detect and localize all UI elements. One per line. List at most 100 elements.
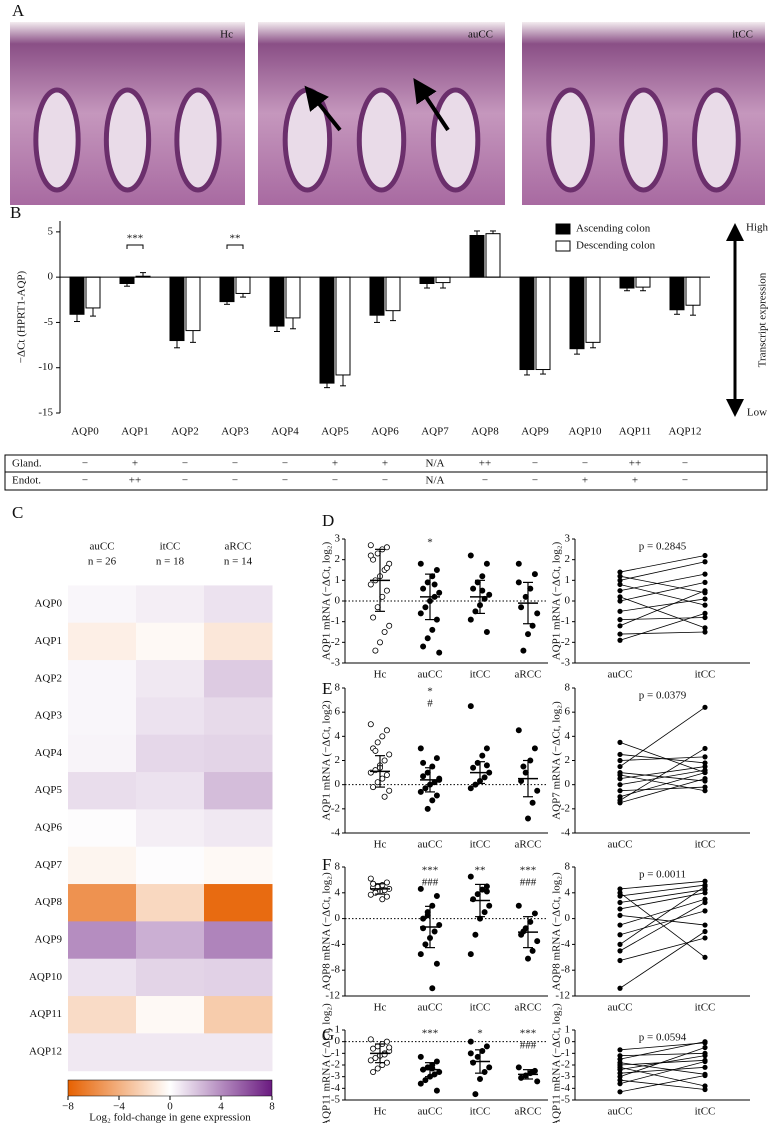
heat-cell [68,996,137,1034]
y-tick-label: 8 [565,861,571,873]
table-cell: − [82,458,88,470]
crypt [282,87,333,193]
y-tick-label: 8 [335,861,341,873]
x-tick-label: itCC [695,1002,716,1014]
x-tick-label: auCC [417,1002,442,1014]
y-tick-label: -5 [331,1094,341,1106]
point [372,1055,379,1062]
y-tick-label: -1 [331,1047,340,1059]
point [617,751,623,758]
y-tick-label: -8 [331,964,341,976]
pair-line [619,575,706,594]
point [370,784,377,791]
panel-label: F [322,855,331,874]
point [525,955,532,962]
point [534,610,541,617]
y-tick-label: -3 [331,657,341,669]
point [436,589,443,596]
column-header: aRCC [225,541,252,553]
row-label: AQP8 [34,896,62,908]
significance: * [477,1028,483,1040]
y-tick-label: 0 [335,595,341,607]
point [617,763,623,770]
point [481,909,488,916]
point [617,957,623,964]
y-tick-label: -2 [561,1059,570,1071]
crypt [619,87,668,193]
x-tick-label: itCC [695,669,716,681]
heat-cell [204,585,273,624]
point [702,760,708,766]
point [617,623,623,629]
point [467,552,474,559]
image-label: Hc [220,29,233,41]
point [534,787,541,794]
y-tick-label: -10 [38,361,53,373]
y-tick-label: 6 [565,706,571,718]
point [515,1064,522,1071]
pair-line [619,582,706,602]
y-axis-label: AQP11 mRNA (−ΔCt, log₂) [551,1003,563,1123]
bar [69,276,85,315]
heat-cell [136,846,205,885]
point [617,1081,623,1087]
point [370,1045,377,1052]
y-tick-label: 8 [335,682,341,694]
point [370,614,377,621]
point [433,1087,440,1094]
point [417,885,424,892]
point [702,878,708,884]
y-tick-label: -3 [331,1070,341,1082]
point [436,649,443,656]
x-tick-label: Hc [374,1002,387,1014]
pair-line [619,898,706,926]
point [367,891,374,898]
pair-line [619,596,706,629]
x-tick-label: AQP6 [371,426,399,438]
point [386,787,393,794]
x-tick-label: aRCC [515,669,542,681]
point [617,906,623,912]
x-tick-label: itCC [470,1106,491,1118]
point [617,617,623,623]
heat-cell [68,1033,137,1072]
point [372,747,379,754]
point [467,873,474,880]
x-tick-label: itCC [470,839,491,851]
pair-line [619,892,706,910]
y-axis-label: AQP1 mRNA (−ΔCt, log₂) [321,541,333,660]
pair-line [619,1042,706,1051]
point [431,581,438,588]
bar [219,276,235,303]
point [702,908,708,914]
point [702,571,708,577]
point [483,1043,490,1050]
point [483,883,490,890]
point [617,598,623,604]
y-tick-label: -2 [331,1059,340,1071]
y-tick-label: 1 [335,574,341,586]
y-tick-label: -2 [331,802,340,814]
pair-line [619,766,706,780]
heat-cell [204,697,273,736]
image-label: auCC [468,29,493,41]
heat-cell [204,809,273,848]
point [702,629,708,635]
heat-cell [68,809,137,848]
pair-line [619,889,706,903]
row-label: Gland. [12,458,42,470]
point [702,610,708,617]
table-cell: + [332,458,338,470]
heat-cell [68,585,137,624]
point [472,781,479,788]
point [433,893,440,900]
heat-cell [136,921,205,960]
row-label: AQP1 [34,635,62,647]
y-tick-label: 0 [565,1035,571,1047]
point [431,928,438,935]
point [702,890,708,896]
p-value: p = 0.2845 [639,541,687,553]
point [702,1053,708,1059]
pair-line [619,613,706,641]
significance: ### [422,877,439,889]
